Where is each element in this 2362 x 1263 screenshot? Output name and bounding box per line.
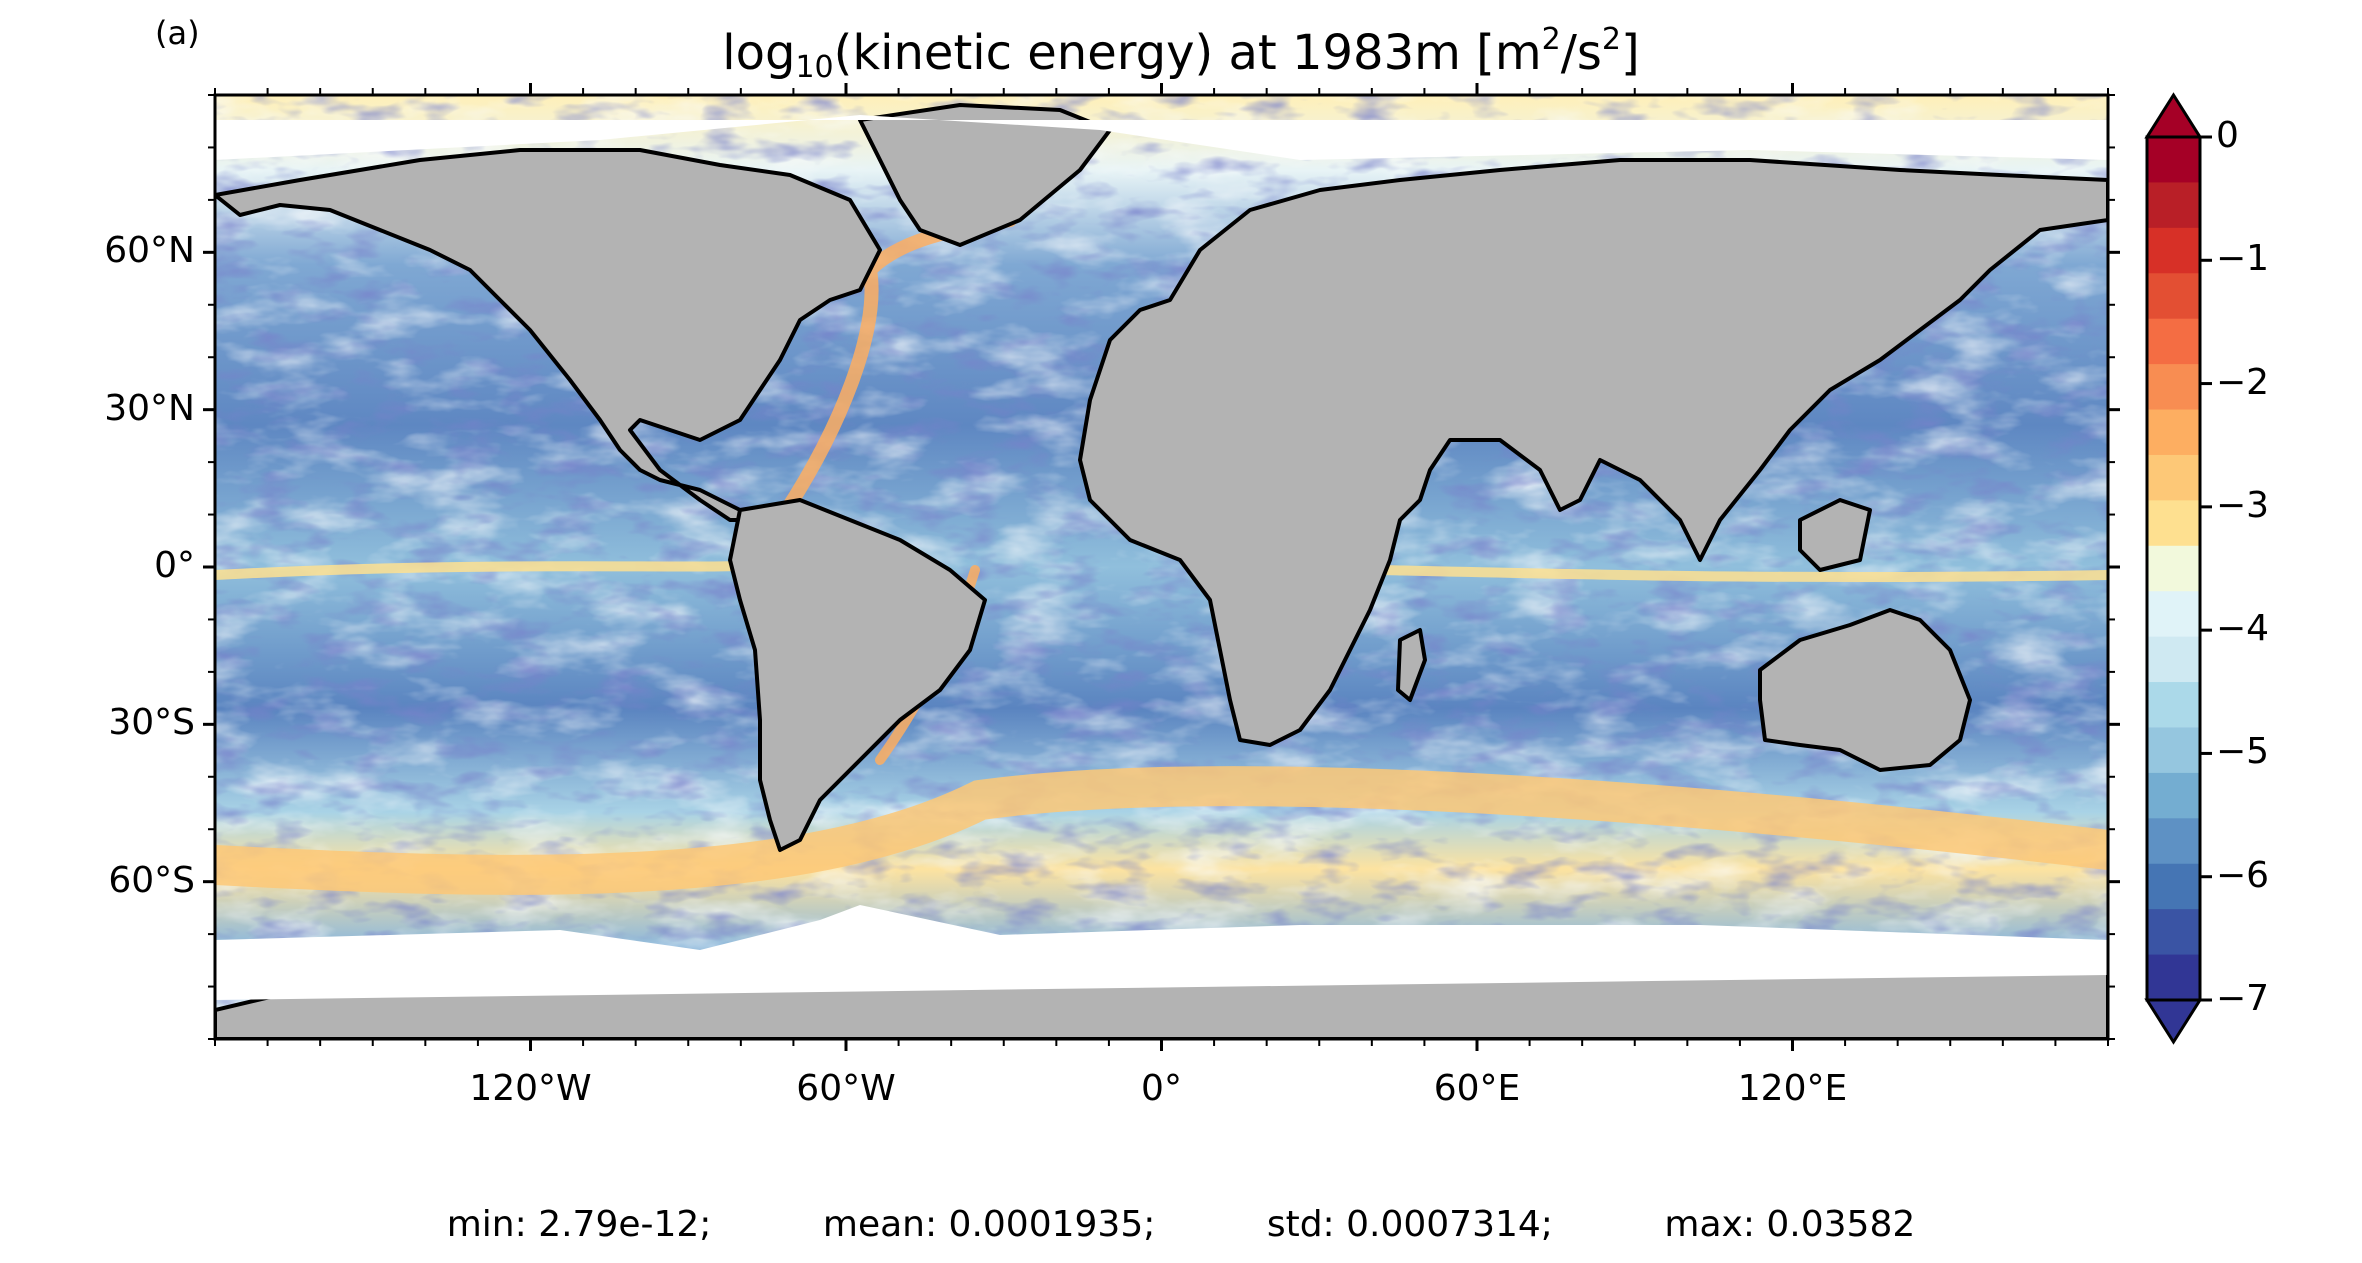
colorbar-tick-label: −7: [2216, 978, 2270, 1019]
colorbar-segment: [2147, 137, 2200, 183]
lon-tick-label: 120°E: [1737, 1068, 1848, 1109]
equatorial-current: [215, 560, 2108, 583]
colorbar: [2144, 92, 2212, 1045]
antarctic-circumpolar-current: [215, 766, 2108, 895]
latitude-ticks: [203, 94, 2120, 1040]
lon-tick-label: 120°W: [469, 1068, 592, 1109]
colorbar-segment: [2147, 818, 2200, 865]
figure-title: log10(kinetic energy) at 1983m [m2/s2]: [722, 22, 1640, 85]
lon-tick-label: 60°W: [796, 1068, 896, 1109]
colorbar-tick-label: −4: [2216, 608, 2270, 650]
lat-tick-label: 60°N: [104, 230, 195, 272]
lat-tick-label: 60°S: [108, 859, 195, 901]
colorbar-segment: [2147, 727, 2200, 774]
stat-max: max: 0.03582: [1664, 1204, 1916, 1245]
colorbar-segment: [2147, 409, 2200, 456]
colorbar-segment: [2147, 182, 2200, 229]
lon-tick-label: 0°: [1141, 1068, 1182, 1109]
africa-eurasia: [1078, 158, 2108, 747]
north-america: [215, 148, 882, 522]
colorbar-tick-label: −5: [2216, 731, 2270, 773]
colorbar-segment: [2147, 682, 2200, 728]
no-data-regions: [215, 115, 2108, 1000]
madagascar: [1396, 628, 1427, 702]
longitude-ticks: [214, 83, 2109, 1051]
colorbar-frame: [2145, 135, 2202, 1002]
colorbar-segment: [2147, 500, 2200, 547]
arctic-no-data: [215, 115, 2108, 160]
colorbar-segment: [2147, 909, 2200, 956]
panel-label: (a): [155, 14, 200, 52]
australia: [1758, 608, 1972, 772]
colorbar-segment: [2147, 772, 2200, 819]
colorbar-segment: [2147, 545, 2200, 592]
borneo: [1798, 498, 1872, 572]
antarctic-no-data: [215, 905, 2108, 1000]
lat-tick-label: 0°: [154, 545, 195, 586]
colorbar-segment: [2147, 318, 2200, 365]
lat-tick-label: 30°N: [104, 387, 195, 429]
colorbar-tick-label: 0: [2216, 115, 2239, 156]
colorbar-extend-max: [2144, 92, 2203, 139]
colorbar-segment: [2147, 863, 2200, 910]
stat-mean: mean: 0.0001935;: [822, 1204, 1156, 1245]
colorbar-tick-label: −1: [2216, 238, 2270, 280]
south-america: [728, 498, 987, 852]
lon-tick-label: 60°E: [1433, 1068, 1521, 1109]
colorbar-segment: [2147, 636, 2200, 683]
map-area: [215, 95, 2108, 1039]
stat-std: std: 0.0007314;: [1266, 1204, 1553, 1245]
colorbar-segment: [2147, 954, 2200, 1001]
stat-min: min: 2.79e-12;: [446, 1204, 712, 1245]
stats-line: min: 2.79e-12; mean: 0.0001935; std: 0.0…: [0, 1204, 2362, 1245]
lat-tick-label: 30°S: [108, 702, 195, 744]
colorbar-segment: [2147, 591, 2200, 638]
colorbar-segment: [2147, 273, 2200, 320]
colorbar-tick-label: −2: [2216, 361, 2270, 403]
colorbar-tick-label: −6: [2216, 854, 2270, 896]
colorbar-extend-min: [2144, 998, 2203, 1045]
colorbar-segment: [2147, 227, 2200, 274]
colorbar-tick-label: −3: [2216, 484, 2270, 526]
colorbar-segment: [2147, 364, 2200, 411]
greenland: [858, 103, 1112, 247]
colorbar-segment: [2147, 454, 2200, 501]
